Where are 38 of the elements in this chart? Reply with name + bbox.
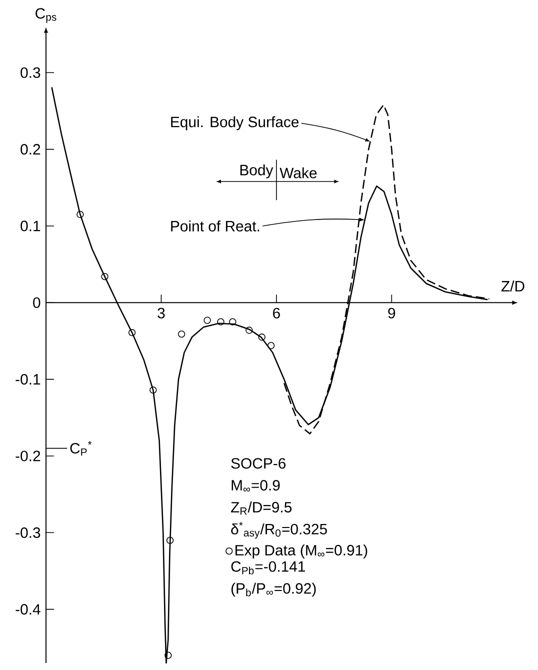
x-axis-title: Z/D [501,280,524,292]
point [166,536,174,544]
annotation: δ$^{*}$$_{asy}$/R$_{0}$=0.325 [231,522,327,539]
point [164,652,172,659]
annotation: M$_{∞}$=0.9 [232,480,280,492]
y-tick-label: -0.2 [16,450,40,462]
y-tick-label: 0.1 [20,220,40,232]
annotation: (P$_{b}$/P$_{∞}$=0.92) [231,582,316,597]
point [204,316,211,324]
y-tick-label: -0.3 [16,527,40,538]
y-tick-label: 0.2 [20,144,40,155]
point [178,330,186,338]
point [267,342,275,350]
y-tick-label: -0.4 [16,604,40,615]
point [258,334,266,341]
point [76,210,84,218]
ref-line-label: C$_{P}$* [70,441,92,456]
annotation: Wake [280,167,317,178]
annotation: Body [240,164,274,178]
y-tick-label: -0.1 [16,374,40,385]
annotation: Equi. Body Surface [171,116,299,130]
annotation: C$_{Pb}$=-0.141 [231,561,305,574]
point [217,318,224,326]
point [246,326,253,334]
x-tick-label: 9 [388,308,396,318]
y-tick-label: 0 [33,297,40,308]
point [150,386,157,394]
x-tick-label: 6 [273,308,280,318]
x-tick-label: 3 [158,308,165,318]
y-axis-title: C$_{ps}$ [36,8,56,23]
annotation: SOCP-6 [231,458,286,469]
legend-label: Exp Data (M$_{∞}$=0.91) [236,544,368,558]
y-tick-label: 0.3 [20,67,40,78]
annotation: Point of Reat. [171,220,260,232]
annotation: Z$_{R}$/D=9.5 [231,502,292,515]
point [128,328,136,336]
point [101,272,108,280]
point [229,318,236,326]
